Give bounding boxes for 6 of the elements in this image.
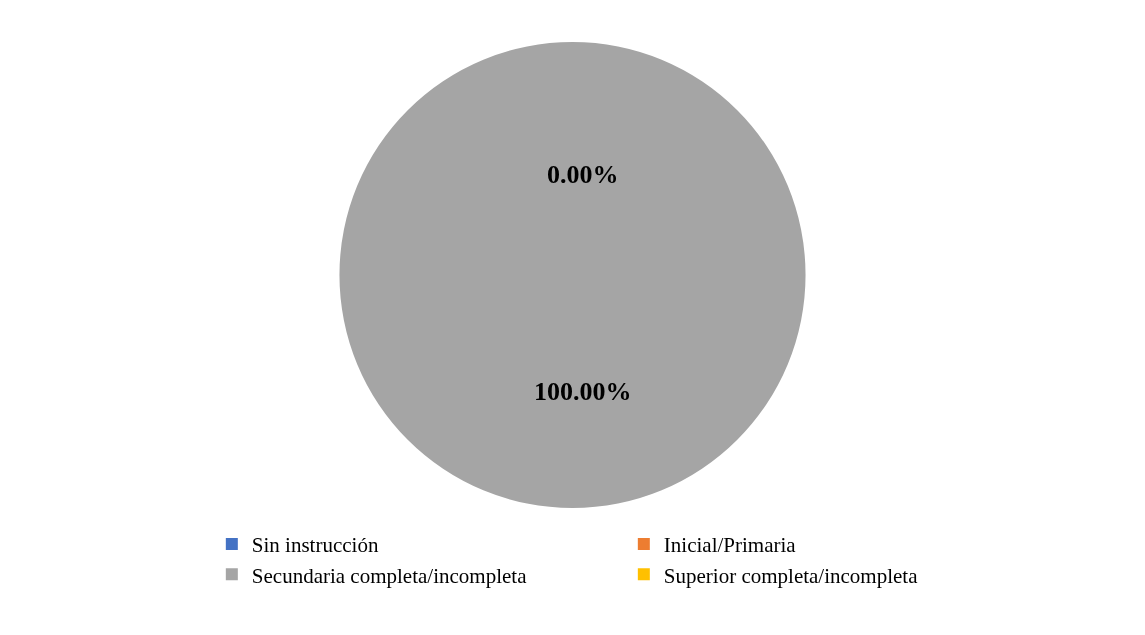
data-label: 100.00%: [534, 377, 632, 406]
legend-label: Inicial/Primaria: [663, 533, 797, 558]
legend-label: Superior completa/incompleta: [663, 563, 919, 588]
text: 0.00%: [547, 160, 619, 189]
legend-label: Secundaria completa/incompleta: [251, 563, 528, 588]
legend-label: Sin instrucción: [251, 533, 379, 558]
